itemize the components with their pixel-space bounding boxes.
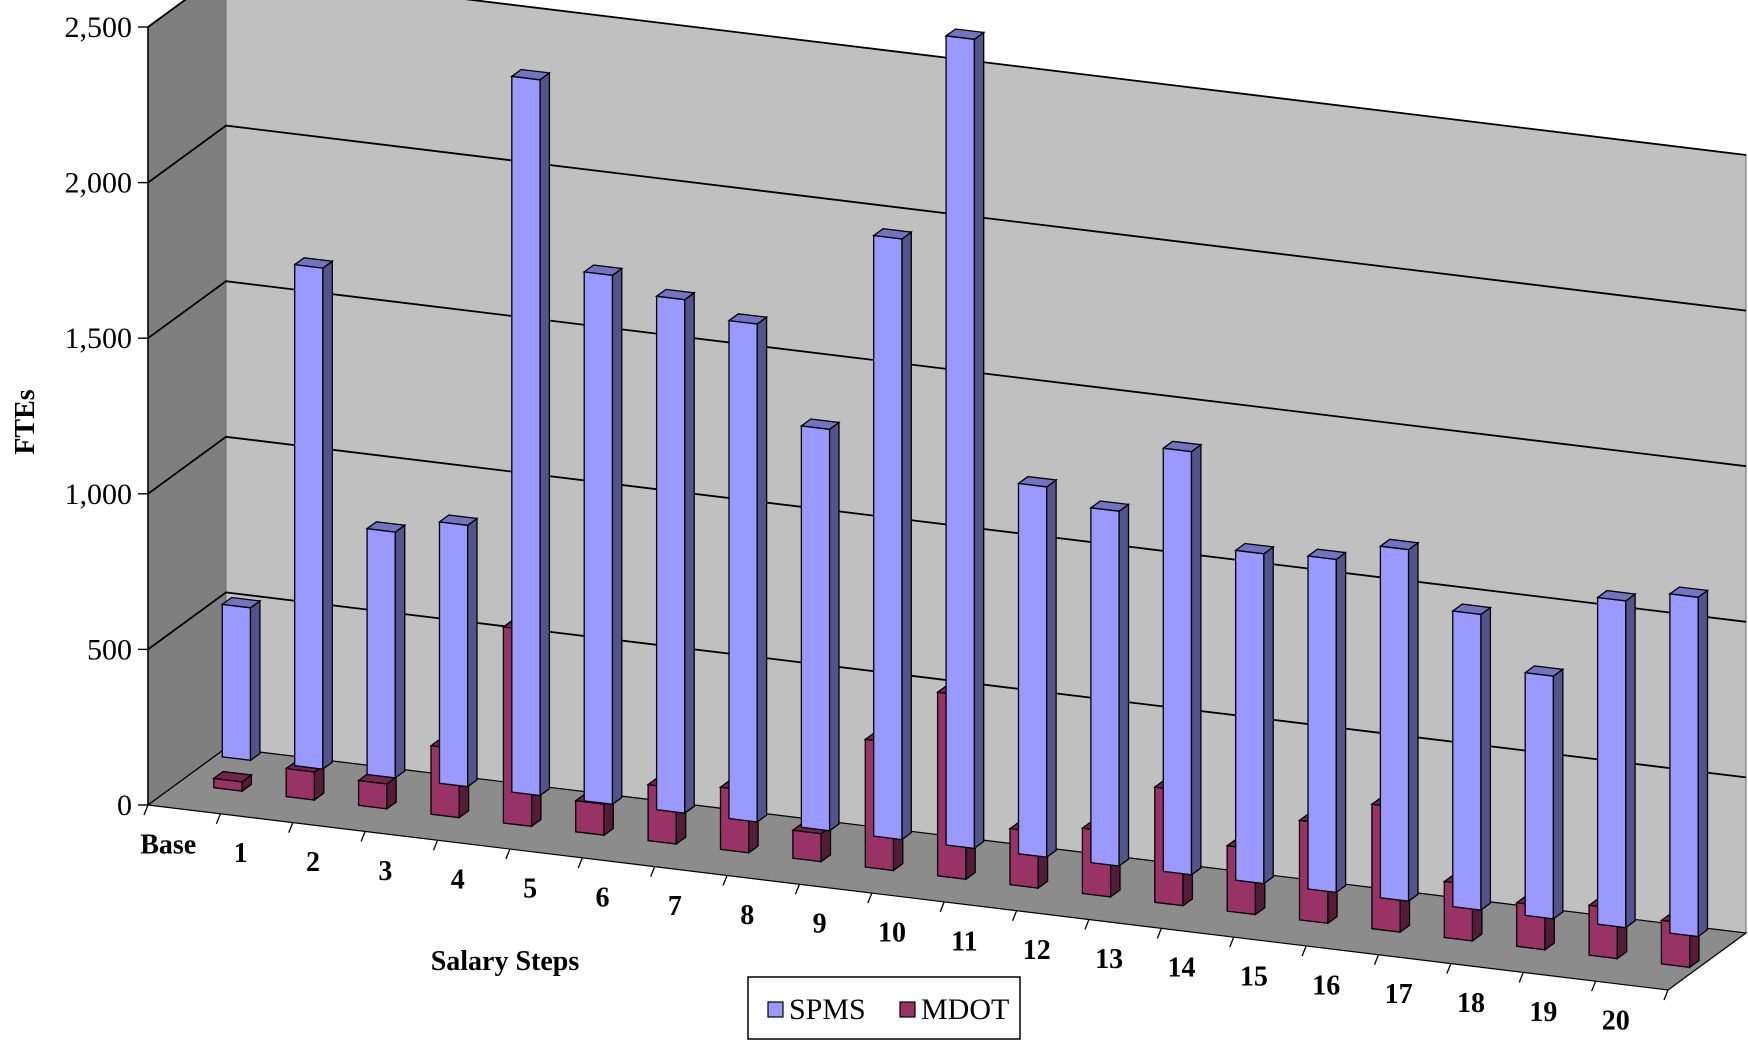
bar-spms-19 [1595, 589, 1637, 929]
y-tick-label: 2,500 [65, 11, 133, 44]
x-tick-label: 14 [1168, 953, 1196, 984]
x-tick-mark [215, 813, 221, 825]
bar-spms-base [220, 596, 262, 762]
gridline [147, 124, 1747, 312]
x-tick-label: 11 [951, 926, 977, 957]
x-tick-mark [360, 831, 366, 842]
x-tick-label: 17 [1385, 979, 1413, 1010]
legend-swatch-spms [767, 1001, 784, 1018]
bar-spms-15 [1306, 548, 1348, 894]
bar-spms-8 [799, 418, 841, 833]
x-tick-label: 16 [1312, 970, 1340, 1001]
x-tick-label: 6 [595, 882, 609, 913]
x-tick-mark [1446, 963, 1452, 974]
x-tick-mark [577, 857, 583, 869]
bars [212, 28, 1710, 969]
x-tick-mark [143, 804, 149, 816]
y-tick-label: 1,500 [65, 322, 133, 355]
bar-spms-13 [1161, 440, 1203, 877]
x-tick-mark [1011, 910, 1018, 921]
x-tick-label: 9 [813, 909, 827, 940]
side-wall [147, 0, 227, 807]
x-tick-label: 15 [1240, 962, 1268, 993]
y-axis-title: FTEs [10, 389, 41, 454]
bar-spms-12 [1089, 500, 1131, 868]
bar-mdot-2 [356, 772, 398, 811]
bar-spms-4 [510, 68, 552, 797]
x-tick-label: 19 [1529, 997, 1557, 1028]
x-tick-mark [867, 892, 873, 904]
x-axis-ticks: Base 1 2 3 4 5 6 7 8 9 10 11 12 13 14 15 16 17 18 19 20 [140, 804, 1669, 1037]
y-tick-label: 500 [87, 633, 132, 666]
bar-spms-11 [1016, 475, 1058, 859]
x-tick-label: 4 [451, 865, 465, 896]
gridline [147, 280, 1747, 468]
bar-spms-9 [871, 228, 913, 841]
bar-spms-10 [944, 28, 986, 850]
x-tick-label: 2 [306, 847, 320, 878]
x-tick-mark [288, 822, 294, 833]
x-tick-label: 20 [1602, 1006, 1630, 1037]
legend-label-mdot: MDOT [921, 993, 1009, 1026]
x-tick-mark [1301, 945, 1307, 957]
legend-box [747, 976, 1021, 1040]
x-tick-label: Base [140, 829, 196, 860]
x-tick-label: 5 [523, 873, 537, 904]
x-tick-mark [505, 848, 511, 860]
x-tick-mark [1663, 989, 1669, 1001]
legend-label-spms: SPMS [789, 993, 866, 1026]
x-tick-mark [1229, 936, 1235, 948]
x-tick-mark [722, 875, 728, 886]
bar-spms-1 [292, 257, 335, 771]
x-axis-title: Salary Steps [431, 946, 580, 977]
x-tick-mark [939, 901, 945, 913]
x-tick-label: 3 [378, 856, 392, 887]
bar-spms-14 [1233, 542, 1275, 885]
y-tick-label: 1,000 [65, 478, 133, 511]
x-tick-label: 12 [1023, 935, 1051, 966]
x-tick-mark [1373, 954, 1380, 966]
bar-spms-5 [582, 264, 624, 806]
y-tick-label: 0 [117, 789, 132, 822]
x-tick-mark [1156, 928, 1162, 939]
x-tick-mark [1084, 919, 1090, 930]
gridline [147, 0, 1747, 156]
bar-spms-6 [654, 288, 696, 815]
x-tick-label: 8 [740, 900, 754, 931]
bar-spms-3 [437, 514, 479, 788]
bar-spms-16 [1378, 538, 1420, 903]
legend: SPMS MDOT [747, 976, 1021, 1040]
y-tick-label: 2,000 [65, 167, 133, 200]
x-tick-label: 13 [1095, 944, 1123, 975]
x-tick-label: 7 [668, 891, 682, 922]
x-tick-label: 18 [1457, 988, 1485, 1019]
x-tick-mark [432, 839, 439, 851]
bar-mdot-base [212, 770, 254, 793]
x-tick-label: 1 [234, 838, 248, 869]
bar-spms-17 [1451, 603, 1493, 912]
bar-spms-18 [1523, 665, 1565, 921]
bar-spms-2 [365, 521, 407, 780]
x-tick-mark [794, 884, 801, 895]
x-tick-label: 10 [878, 918, 906, 949]
x-tick-mark [1518, 972, 1524, 983]
x-tick-mark [1591, 980, 1597, 992]
x-tick-mark [650, 866, 656, 877]
bar-spms-7 [727, 313, 769, 824]
bar-spms-20 [1668, 586, 1710, 938]
legend-swatch-mdot [899, 1001, 916, 1018]
y-axis-ticks: 0 500 1,000 1,500 2,000 2,500 [65, 11, 149, 822]
